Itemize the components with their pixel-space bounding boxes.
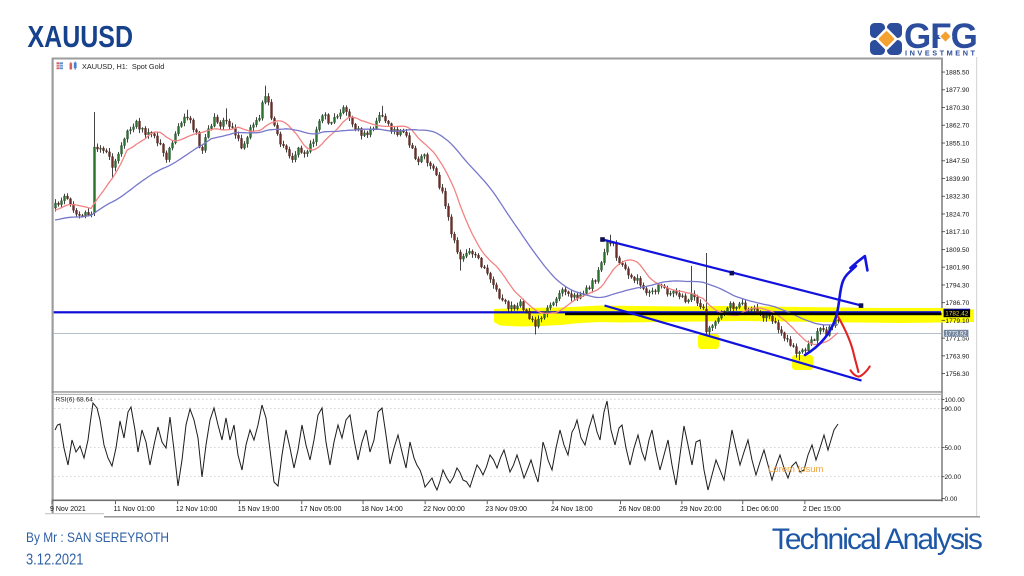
svg-text:By Mr : SAN SEREYROTH: By Mr : SAN SEREYROTH: [26, 529, 169, 545]
svg-text:1832.30: 1832.30: [946, 194, 970, 201]
svg-text:XAUUSD: XAUUSD: [28, 19, 134, 54]
svg-text:17 Nov 05:00: 17 Nov 05:00: [300, 506, 342, 513]
svg-text:1794.30: 1794.30: [946, 282, 970, 289]
svg-text:1870.30: 1870.30: [946, 105, 970, 112]
svg-text:20.00: 20.00: [945, 474, 962, 481]
svg-text:24 Nov 18:00: 24 Nov 18:00: [551, 506, 593, 513]
svg-text:1809.50: 1809.50: [946, 247, 970, 254]
svg-text:INVESTMENT: INVESTMENT: [905, 49, 978, 58]
svg-text:XAUUSD, H1: Spot Gold: XAUUSD, H1: Spot Gold: [82, 62, 164, 71]
svg-text:29 Nov 20:00: 29 Nov 20:00: [680, 506, 722, 513]
svg-text:RSI(6) 68.64: RSI(6) 68.64: [56, 397, 94, 404]
svg-text:1855.10: 1855.10: [946, 141, 970, 148]
svg-text:1779.10: 1779.10: [946, 318, 970, 325]
svg-text:1862.70: 1862.70: [946, 123, 970, 130]
svg-text:1847.50: 1847.50: [946, 158, 970, 165]
svg-text:1824.70: 1824.70: [946, 211, 970, 218]
svg-text:1801.90: 1801.90: [946, 265, 970, 272]
svg-text:3.12.2021: 3.12.2021: [26, 552, 84, 569]
svg-text:Technical Analysis: Technical Analysis: [772, 523, 982, 556]
svg-text:1839.90: 1839.90: [946, 176, 970, 183]
svg-text:Lorem Ipsum: Lorem Ipsum: [768, 464, 824, 475]
svg-text:2 Dec 15:00: 2 Dec 15:00: [803, 506, 841, 513]
svg-text:18 Nov 14:00: 18 Nov 14:00: [361, 506, 403, 513]
svg-text:1773.92: 1773.92: [945, 331, 967, 338]
svg-text:1782.42: 1782.42: [945, 311, 968, 318]
svg-text:50.00: 50.00: [945, 445, 962, 452]
svg-text:26 Nov 08:00: 26 Nov 08:00: [619, 506, 661, 513]
svg-text:1756.30: 1756.30: [946, 371, 970, 378]
svg-text:1817.10: 1817.10: [946, 229, 970, 236]
svg-text:15 Nov 19:00: 15 Nov 19:00: [238, 506, 280, 513]
svg-text:1885.50: 1885.50: [946, 70, 970, 77]
svg-text:0.00: 0.00: [945, 496, 958, 503]
svg-text:22 Nov 00:00: 22 Nov 00:00: [423, 506, 465, 513]
svg-text:11 Nov 01:00: 11 Nov 01:00: [114, 506, 155, 513]
svg-text:9 Nov 2021: 9 Nov 2021: [50, 506, 86, 513]
svg-text:90.00: 90.00: [945, 406, 962, 413]
svg-text:1 Dec 06:00: 1 Dec 06:00: [741, 506, 779, 513]
svg-text:23 Nov 09:00: 23 Nov 09:00: [485, 506, 527, 513]
svg-text:1771.50: 1771.50: [946, 336, 970, 343]
svg-text:100.00: 100.00: [945, 397, 966, 404]
svg-text:12 Nov 10:00: 12 Nov 10:00: [176, 506, 218, 513]
svg-text:1786.70: 1786.70: [946, 300, 970, 307]
svg-text:1877.90: 1877.90: [946, 87, 970, 94]
svg-text:1763.90: 1763.90: [946, 353, 970, 360]
